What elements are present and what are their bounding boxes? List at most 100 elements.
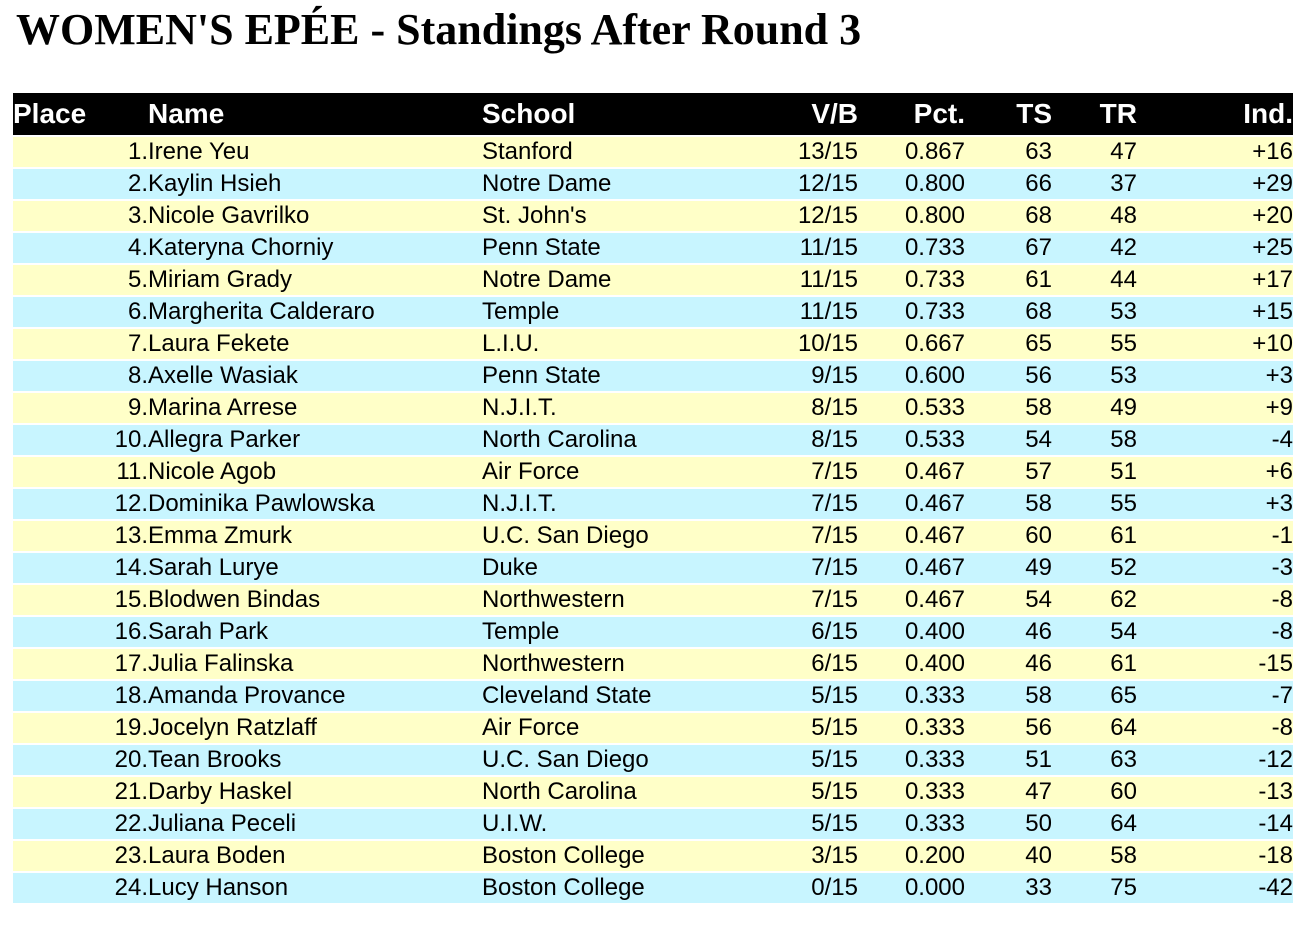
- cell-ts: 54: [965, 425, 1052, 455]
- cell-ts: 63: [965, 137, 1052, 167]
- table-row: 16. Sarah Park Temple 6/15 0.400 46 54 -…: [13, 617, 1293, 647]
- cell-ind: +25: [1137, 233, 1293, 263]
- cell-tr: 64: [1052, 809, 1137, 839]
- cell-ind: -8: [1137, 617, 1293, 647]
- cell-ts: 57: [965, 457, 1052, 487]
- table-row: 8. Axelle Wasiak Penn State 9/15 0.600 5…: [13, 361, 1293, 391]
- cell-pct: 0.200: [858, 841, 965, 871]
- cell-pct: 0.467: [858, 585, 965, 615]
- cell-vb: 11/15: [690, 233, 858, 263]
- cell-school: N.J.I.T.: [482, 393, 690, 423]
- cell-pct: 0.400: [858, 617, 965, 647]
- cell-name: Juliana Peceli: [148, 809, 482, 839]
- cell-pct: 0.800: [858, 169, 965, 199]
- table-row: 15. Blodwen Bindas Northwestern 7/15 0.4…: [13, 585, 1293, 615]
- table-row: 1. Irene Yeu Stanford 13/15 0.867 63 47 …: [13, 137, 1293, 167]
- cell-school: U.C. San Diego: [482, 745, 690, 775]
- cell-ind: -13: [1137, 777, 1293, 807]
- cell-tr: 51: [1052, 457, 1137, 487]
- cell-tr: 53: [1052, 297, 1137, 327]
- cell-place: 17.: [13, 649, 148, 679]
- col-header-ts: TS: [965, 93, 1052, 135]
- cell-pct: 0.600: [858, 361, 965, 391]
- cell-pct: 0.000: [858, 873, 965, 903]
- cell-name: Nicole Gavrilko: [148, 201, 482, 231]
- cell-school: N.J.I.T.: [482, 489, 690, 519]
- cell-tr: 47: [1052, 137, 1137, 167]
- cell-ts: 47: [965, 777, 1052, 807]
- cell-vb: 5/15: [690, 681, 858, 711]
- col-header-vb: V/B: [690, 93, 858, 135]
- cell-ts: 46: [965, 617, 1052, 647]
- cell-name: Jocelyn Ratzlaff: [148, 713, 482, 743]
- cell-school: Cleveland State: [482, 681, 690, 711]
- cell-ts: 56: [965, 361, 1052, 391]
- cell-school: Temple: [482, 297, 690, 327]
- cell-ts: 50: [965, 809, 1052, 839]
- cell-place: 21.: [13, 777, 148, 807]
- cell-name: Allegra Parker: [148, 425, 482, 455]
- cell-ts: 56: [965, 713, 1052, 743]
- table-row: 2. Kaylin Hsieh Notre Dame 12/15 0.800 6…: [13, 169, 1293, 199]
- cell-vb: 8/15: [690, 393, 858, 423]
- cell-place: 11.: [13, 457, 148, 487]
- cell-place: 4.: [13, 233, 148, 263]
- cell-place: 2.: [13, 169, 148, 199]
- cell-vb: 10/15: [690, 329, 858, 359]
- cell-ind: -15: [1137, 649, 1293, 679]
- cell-ts: 49: [965, 553, 1052, 583]
- cell-name: Kaylin Hsieh: [148, 169, 482, 199]
- table-row: 4. Kateryna Chorniy Penn State 11/15 0.7…: [13, 233, 1293, 263]
- cell-ts: 68: [965, 297, 1052, 327]
- cell-name: Darby Haskel: [148, 777, 482, 807]
- cell-ind: -8: [1137, 585, 1293, 615]
- table-row: 18. Amanda Provance Cleveland State 5/15…: [13, 681, 1293, 711]
- cell-ts: 46: [965, 649, 1052, 679]
- cell-ind: -42: [1137, 873, 1293, 903]
- cell-place: 23.: [13, 841, 148, 871]
- cell-name: Lucy Hanson: [148, 873, 482, 903]
- cell-ind: +9: [1137, 393, 1293, 423]
- cell-ind: -3: [1137, 553, 1293, 583]
- cell-ts: 58: [965, 393, 1052, 423]
- cell-pct: 0.533: [858, 393, 965, 423]
- cell-name: Nicole Agob: [148, 457, 482, 487]
- cell-vb: 6/15: [690, 617, 858, 647]
- cell-ts: 54: [965, 585, 1052, 615]
- cell-school: Stanford: [482, 137, 690, 167]
- cell-vb: 12/15: [690, 201, 858, 231]
- cell-school: Duke: [482, 553, 690, 583]
- cell-ind: -12: [1137, 745, 1293, 775]
- cell-place: 1.: [13, 137, 148, 167]
- table-row: 12. Dominika Pawlowska N.J.I.T. 7/15 0.4…: [13, 489, 1293, 519]
- cell-school: Penn State: [482, 361, 690, 391]
- table-row: 13. Emma Zmurk U.C. San Diego 7/15 0.467…: [13, 521, 1293, 551]
- cell-tr: 61: [1052, 649, 1137, 679]
- cell-place: 20.: [13, 745, 148, 775]
- cell-ind: +3: [1137, 361, 1293, 391]
- cell-tr: 42: [1052, 233, 1137, 263]
- table-row: 24. Lucy Hanson Boston College 0/15 0.00…: [13, 873, 1293, 903]
- cell-ind: -4: [1137, 425, 1293, 455]
- cell-pct: 0.800: [858, 201, 965, 231]
- cell-pct: 0.333: [858, 777, 965, 807]
- cell-vb: 12/15: [690, 169, 858, 199]
- table-row: 9. Marina Arrese N.J.I.T. 8/15 0.533 58 …: [13, 393, 1293, 423]
- standings-table: Place Name School V/B Pct. TS TR Ind. 1.…: [13, 91, 1293, 905]
- cell-tr: 52: [1052, 553, 1137, 583]
- cell-place: 3.: [13, 201, 148, 231]
- cell-place: 12.: [13, 489, 148, 519]
- cell-tr: 75: [1052, 873, 1137, 903]
- cell-tr: 55: [1052, 329, 1137, 359]
- cell-ind: -18: [1137, 841, 1293, 871]
- cell-ts: 67: [965, 233, 1052, 263]
- cell-school: North Carolina: [482, 425, 690, 455]
- cell-vb: 7/15: [690, 585, 858, 615]
- cell-place: 15.: [13, 585, 148, 615]
- cell-place: 19.: [13, 713, 148, 743]
- cell-place: 16.: [13, 617, 148, 647]
- cell-pct: 0.667: [858, 329, 965, 359]
- cell-vb: 5/15: [690, 745, 858, 775]
- cell-tr: 65: [1052, 681, 1137, 711]
- table-row: 7. Laura Fekete L.I.U. 10/15 0.667 65 55…: [13, 329, 1293, 359]
